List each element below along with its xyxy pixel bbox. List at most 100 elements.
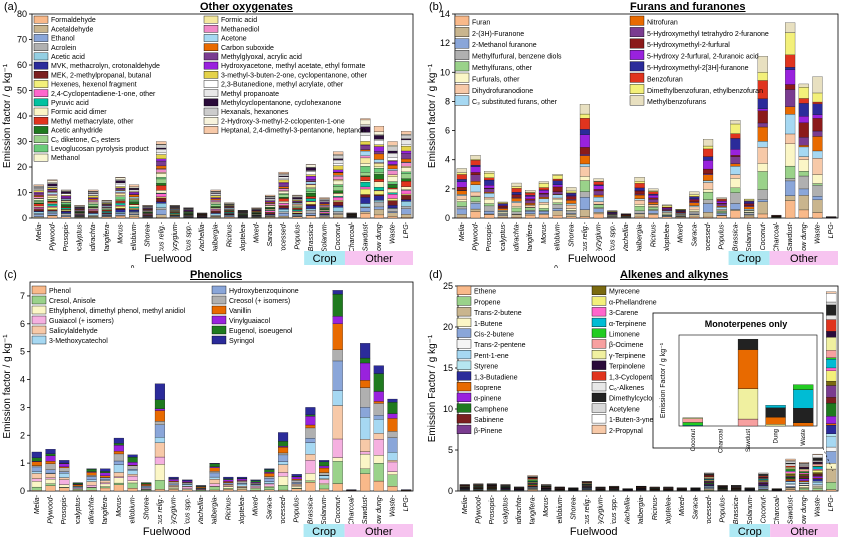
legend-swatch-acetic-acid [34,53,48,60]
bar-segment-sawdust-methylglyoxal-acrylic-acid [360,145,370,149]
legend-label-5-hydroxymethyl-2-3h-furanone: 5-Hydroxymethyl-2[3H]-furanone [647,65,749,72]
y-tick-label: 15 [443,363,453,373]
bar-segment-processed-nitrofuran [703,175,713,181]
bar-segment-ficus-relig-methanol [156,174,166,178]
inset-title: Monoterpenes only [705,319,788,329]
bar-segment-syzygium-dihydrofuranodione [594,202,604,205]
bar-segment-saraca-guaiacol-isomers [264,484,274,486]
y-tick-label: 10 [440,67,450,77]
bar-segment-azadirachta-methylfurans-other [512,208,522,212]
legend-swatch-methylfurfural-benzene-diols [455,50,469,59]
bar-segment-pithecellobium-acrolein [129,212,139,214]
bar-segment-coconut-hexanals-hexanones [333,155,343,158]
bar-segment-sawdust-mvk-methacrolyn-crotonaldehyde [360,197,370,203]
bar-segment-populus-hexenes-hexenol-fragment [292,212,302,213]
inset-bar-segment-sawdust [738,339,758,349]
bar-segment-melia-methyl-methacrylate-other [34,204,44,206]
bar-segment-sawdust-carbon-suboxide [360,150,370,151]
bar-segment-processed-eugenol-isoeugenol [278,441,288,446]
bar-segment-cow-dung-salicylaldehyde [374,433,384,439]
bar-segment-dalbergia-guaiacol-isomers [210,484,220,487]
legend-label-2-methanol-furanone: 2-Methanol furanone [472,42,537,49]
bar-segment-prosopis-furan [484,215,494,218]
legend-label-methanediol: Methanediol [221,26,260,33]
bar-segment-plywood-5-hydroxymethyl-tetrahydro-2-furanone [471,175,481,182]
bar-segment-azadirachta-benzofuran [512,188,522,192]
legend-swatch-creosol-isomers [212,296,226,304]
bar-segment-plywood-salicylaldehyde [46,474,56,478]
legend-label-phenol: Phenol [49,288,71,295]
bar-segment-waste-furfurals-other [813,175,823,184]
bar-segment-shorea-methylbenzofurans [566,187,576,191]
panel-b-title: Furans and furanones [630,1,746,13]
bar-segment-mangifera-phenol [100,488,110,491]
x-tick-label-mangifera: Mangifera- [527,221,534,255]
bar-segment-pithecellobium-hydroxyacetone-methyl-acetate-ethyl-formate [129,192,139,194]
legend-swatch-methylfurans-other [455,62,469,71]
group-label-fuelwood: Fuelwood [570,526,618,537]
bar-segment-waste-propene [813,488,823,490]
bar-segment-pithecellobium-5-hydroxymethyl-2-furfural [553,187,563,192]
bar-segment-solanum-2-3h-furanone [744,215,754,217]
bar-segment-solanum-formic-acid-dimer [320,210,330,211]
group-label-crop: Crop [313,253,337,265]
bar-segment-coconut-phenol [333,484,343,491]
bar-segment-ricinus-formaldehyde [224,217,234,218]
inset-bar-segment-dung [766,424,786,426]
bar-segment-pithecellobium-syringol [128,455,138,457]
panel-b-letter: (b) [429,1,442,13]
bar-segment-processed-2-3h-furanone [703,212,713,217]
bar-segment-lpg-cis-2-butene [826,451,836,463]
bar-segment-brassica-levoglucosan-pyrolysis-product [306,189,316,192]
bar-segment-morus-formic-acid [116,193,126,195]
bar-segment-ricinus-5-hydroxymethyl-tetrahydro-2-furanone [648,199,658,202]
bar-segment-pithecellobium-benzofuran [553,179,563,181]
bar-segment-brassica-furfurals-other [730,178,740,188]
bar-segment-solanum-furfurals-other [744,211,754,212]
bar-segment-sawdust-acetone [360,151,370,156]
bar-segment-ficus-relig-methanediol [156,169,166,172]
bar-segment-melia-c-diketone-c-esters [34,201,44,203]
bar-segment-coconut-1-buten-3-yne [758,473,768,474]
bar-segment-plywood-nitrofuran [471,181,481,184]
bar-segment-dalbergia-c-substituted-furans-other [635,199,645,201]
x-tick-label-vachellia: Vachellia- [199,221,206,252]
legend-swatch-1-butene [457,318,471,327]
legend-label-terpinolene: Terpinolene [609,364,645,371]
bar-segment-waste-3-methoxycatechol [388,452,398,460]
inset-bar-segment-sawdust [738,419,758,426]
bar-segment-processed-furan [703,217,713,218]
x-tick-label-ricinus: Ricinus- [652,494,659,520]
group-label-other: Other [365,253,393,265]
panel-c-letter: (c) [4,269,17,281]
bar-segment-processed-cresol-anisole [278,485,288,490]
bar-segment-prosopis-2-3-butanedione-methyl-acrylate-other [61,194,71,196]
bar-segment-ficus-relig-5-hydroxymethyl-tetrahydro-2-furanone [580,154,590,155]
bar-segment-sawdust-mek-2-methylpropanal-butanal [360,195,370,198]
x-tick-label-waste: Waste- [815,494,822,517]
bar-segment-lpg-hydroxyacetone-methyl-acetate-ethyl-formate [401,151,411,153]
bar-segment-waste-acrolein [388,209,398,212]
legend-label-acetic-anhydride: Acetic anhydride [51,128,103,135]
bar-segment-brassica-cresol-anisole [305,481,315,482]
bar-segment-populus-methylcyclopentanone-cyclohexanone [292,197,302,198]
bar-segment-lpg-c-diketone-c-esters [401,174,411,179]
bar-segment-coconut-levoglucosan-pyrolysis-product [333,185,343,187]
x-tick-label-shorea: Shorea- [568,221,575,247]
legend-swatch-heptanal-2-4-dimethyl-3-pentanone-heptanon [204,126,218,133]
bar-segment-pithecellobium-carbon-suboxide [129,195,139,197]
bar-segment-saraca-heptanal-2-4-dimethyl-3-pentanone-heptanon [265,195,275,196]
bar-segment-ficus-relig-furfurals-other [580,176,590,180]
bar-segment-eucalyptus-methylfurfural-benzene-diols [498,213,508,214]
bar-segment-saraca-methyl-propanoate [265,199,275,200]
bar-segment-saraca-carbon-suboxide [265,202,275,203]
legend-swatch-3-methyl-3-buten-2-one-cyclopentanone-other [204,71,218,78]
x-tick-label-plywood: Plywood- [473,221,480,250]
bar-segment-mangifera-trans-2-butene [528,489,538,490]
bar-segment-mangifera-syringol [100,469,110,472]
bar-segment-shorea-5-hydroxymethyl-2-3h-furanone [566,193,576,195]
bar-segment-lpg-hexenes-hexenol-fragment [401,194,411,195]
bar-segment-morus-hydroxybenzoquinone [114,461,124,465]
bar-segment-syzygium-ethylphenol-dimethyl-phenol-methyl-anidiol [169,487,179,489]
bar-segment-holoptelea-methylbenzofurans [662,205,672,206]
